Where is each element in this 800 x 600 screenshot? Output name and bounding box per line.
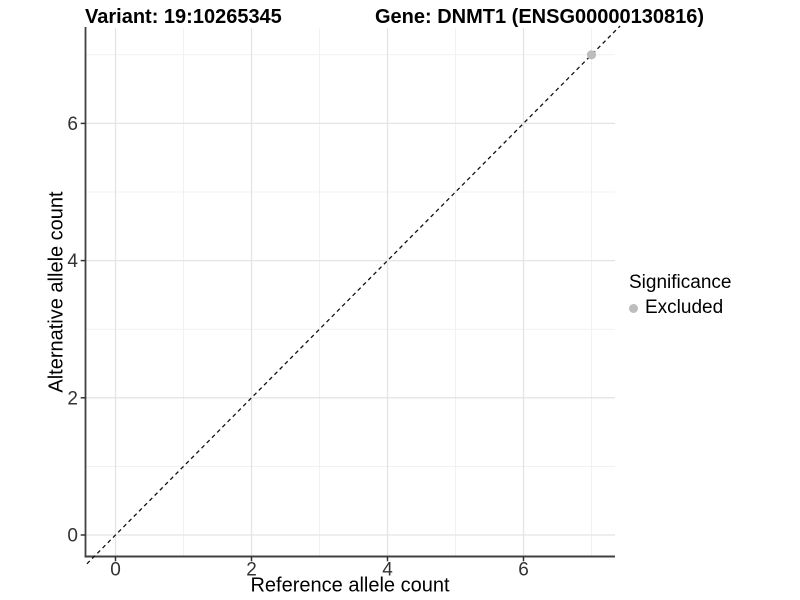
y-tick-label: 6	[67, 114, 78, 135]
y-tick-label: 4	[67, 251, 78, 272]
legend-item-excluded: Excluded	[629, 297, 731, 319]
legend-item-label: Excluded	[645, 297, 724, 318]
legend-title: Significance	[629, 272, 732, 293]
legend: Significance Excluded	[629, 272, 731, 319]
y-axis-title: Alternative allele count	[45, 191, 68, 393]
plot-title-variant: Variant: 19:10265345	[85, 6, 282, 28]
y-tick-label: 0	[67, 526, 78, 547]
x-axis-title: Reference allele count	[250, 574, 450, 597]
legend-point-icon	[629, 303, 638, 313]
x-tick-label: 4	[382, 560, 393, 581]
x-tick-label: 6	[518, 560, 529, 581]
x-tick-label: 2	[246, 560, 257, 581]
data-point	[586, 50, 597, 60]
y-tick-label: 2	[67, 388, 78, 409]
plot-title-gene: Gene: DNMT1 (ENSG00000130816)	[375, 6, 705, 28]
identity-line	[86, 25, 621, 565]
x-tick-label: 0	[110, 560, 121, 581]
